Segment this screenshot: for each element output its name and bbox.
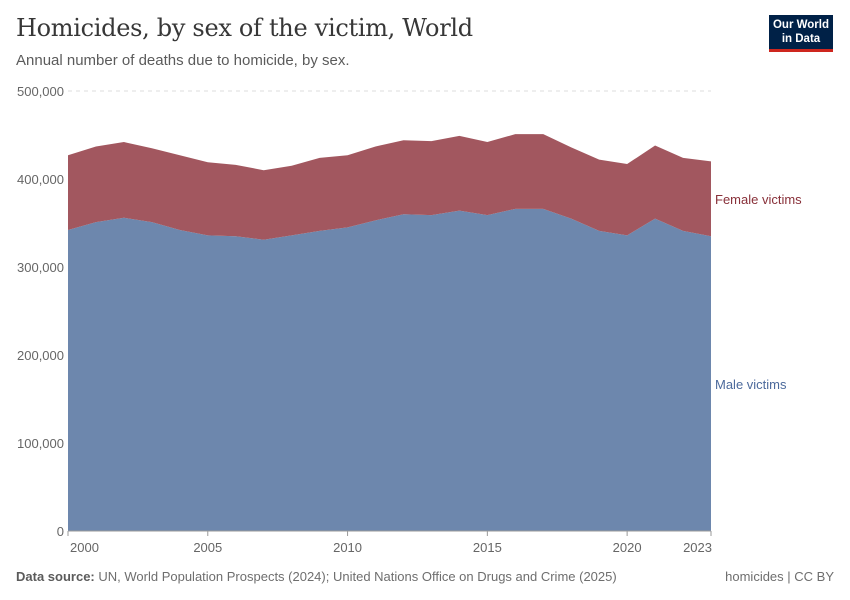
x-tick-label: 2020 [613, 540, 642, 555]
license[interactable]: homicides | CC BY [725, 569, 834, 584]
y-tick-label: 400,000 [17, 172, 64, 187]
chart-title: Homicides, by sex of the victim, World [16, 14, 473, 42]
x-tick-label: 2015 [473, 540, 502, 555]
y-tick-label: 0 [57, 524, 64, 539]
x-tick-label: 2010 [333, 540, 362, 555]
chart-subtitle: Annual number of deaths due to homicide,… [16, 52, 350, 69]
area-female-victims [68, 134, 711, 240]
series-label: Female victims [715, 192, 802, 207]
x-tick-label: 2023 [683, 540, 712, 555]
area-male-victims [68, 208, 711, 532]
series-label: Male victims [715, 377, 787, 392]
owid-logo[interactable]: Our World in Data [769, 15, 833, 52]
y-tick-label: 200,000 [17, 348, 64, 363]
x-tick-label: 2005 [193, 540, 222, 555]
source-text[interactable]: UN, World Population Prospects (2024); U… [98, 569, 617, 584]
y-tick-label: 100,000 [17, 436, 64, 451]
y-tick-label: 500,000 [17, 84, 64, 99]
y-tick-label: 300,000 [17, 260, 64, 275]
data-source: Data source: UN, World Population Prospe… [16, 569, 617, 584]
x-tick-label: 2000 [70, 540, 99, 555]
source-label: Data source: [16, 569, 95, 584]
